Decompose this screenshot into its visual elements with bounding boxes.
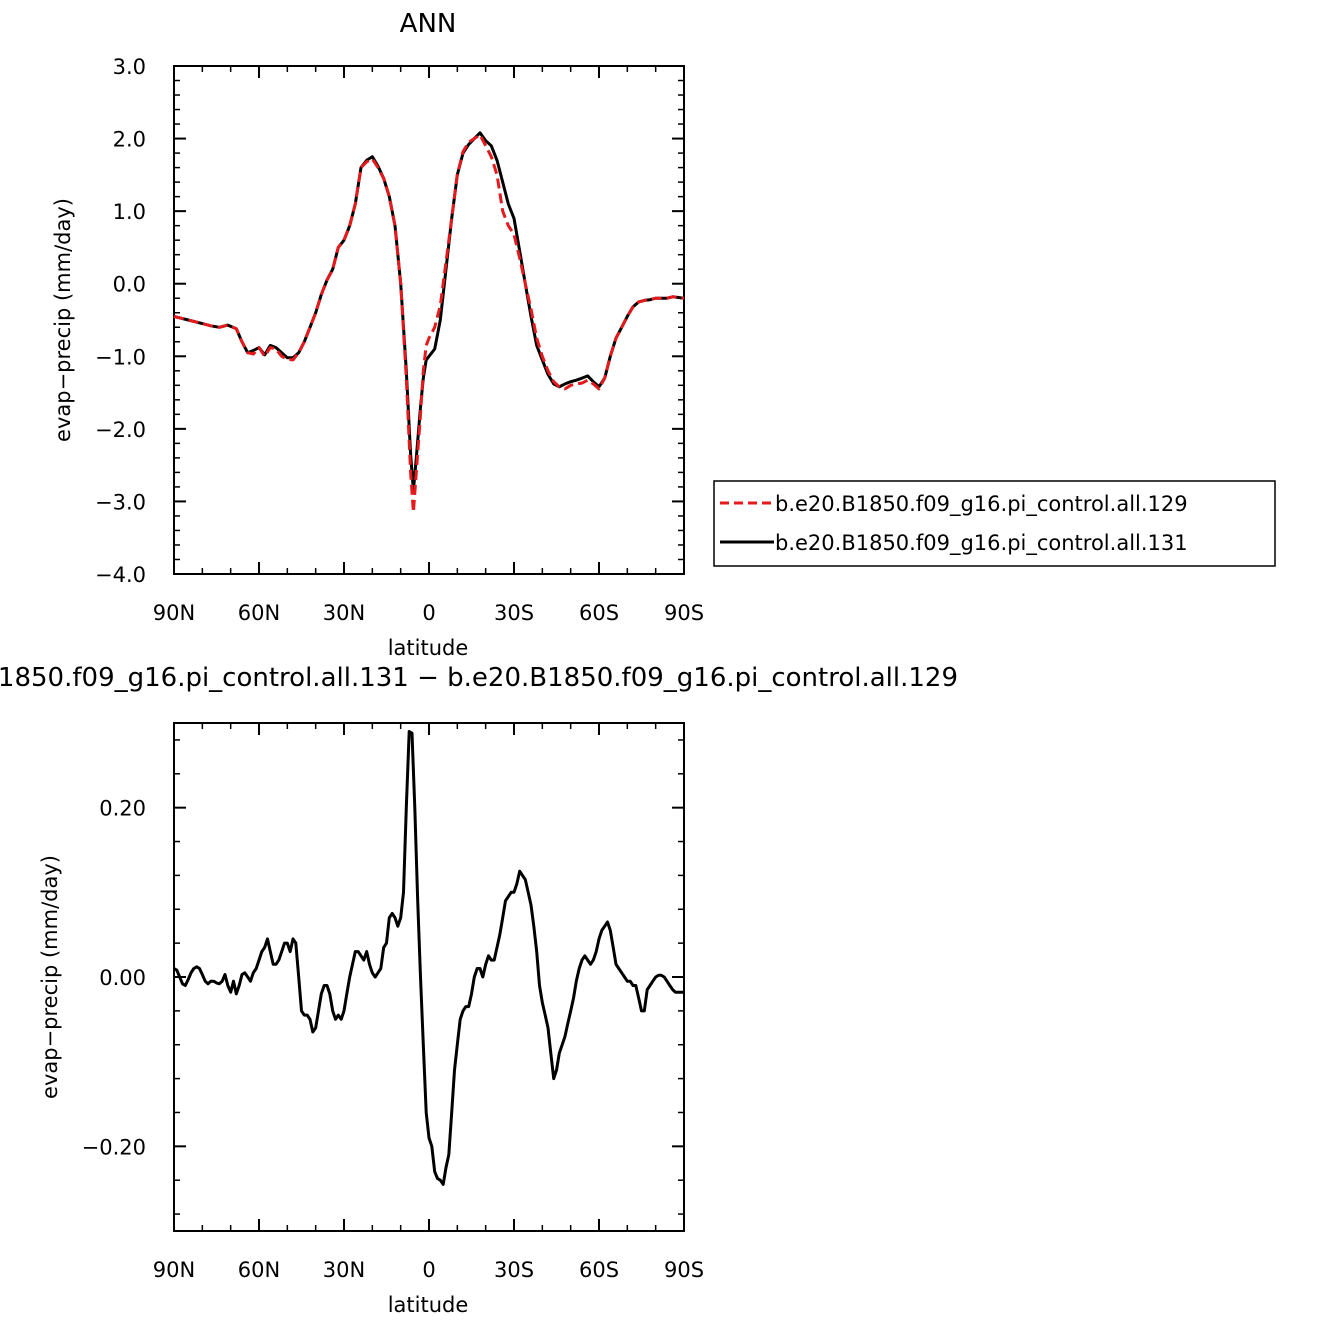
legend: b.e20.B1850.f09_g16.pi_control.all.129 b… [713, 480, 1276, 567]
bottom-x-tick-label: 30S [494, 1258, 534, 1282]
top-plot-frame [173, 65, 685, 575]
top-y-tick-label: 1.0 [113, 200, 146, 224]
top-x-tick-label: 30N [323, 601, 365, 625]
top-y-tick-label: 3.0 [113, 55, 146, 79]
top-y-tick-label: −2.0 [95, 418, 146, 442]
top-x-tick-label: 60S [579, 601, 619, 625]
bottom-x-tick-label: 0 [422, 1258, 435, 1282]
top-y-tick-label: −3.0 [95, 490, 146, 514]
bottom-y-tick-label: −0.20 [82, 1135, 146, 1159]
top-y-tick-label: −4.0 [95, 563, 146, 587]
bottom-x-tick-label: 30N [323, 1258, 365, 1282]
top-y-axis-label: evap−precip (mm/day) [51, 198, 75, 442]
top-y-tick-label: −1.0 [95, 345, 146, 369]
bottom-ticks [173, 723, 685, 1231]
bottom-panel: b.e20.B1850.f09_g16.pi_control.all.131 −… [0, 663, 958, 1317]
bottom-y-tick-label: 0.20 [99, 797, 146, 821]
top-series-line-1 [173, 131, 685, 492]
top-y-tick-label: 2.0 [113, 128, 146, 152]
bottom-chart-title: b.e20.B1850.f09_g16.pi_control.all.131 −… [0, 663, 958, 693]
top-x-tick-label: 90S [664, 601, 704, 625]
top-x-axis-label: latitude [388, 636, 469, 660]
bottom-x-tick-labels: 90N 60N 30N 0 30S 60S 90S [153, 1258, 704, 1282]
top-x-tick-labels: 90N 60N 30N 0 30S 60S 90S [153, 601, 704, 625]
bottom-y-tick-label: 0.00 [99, 966, 146, 990]
top-chart-title: ANN [400, 9, 457, 39]
top-panel: ANN 90N 60N 30N 0 30S 60S 90S −4.0 −3.0 −2.0 −1.0… [51, 9, 704, 660]
legend-label-131: b.e20.B1850.f09_g16.pi_control.all.131 [775, 531, 1188, 556]
bottom-series-line-0 [173, 730, 684, 1186]
top-series-line-0 [173, 133, 685, 514]
top-series-lines [173, 131, 685, 514]
legend-label-129: b.e20.B1850.f09_g16.pi_control.all.129 [775, 492, 1188, 517]
top-x-tick-label: 30S [494, 601, 534, 625]
top-y-tick-label: 0.0 [113, 273, 146, 297]
bottom-y-axis-label: evap−precip (mm/day) [38, 855, 62, 1099]
bottom-series-lines [173, 730, 684, 1186]
bottom-x-axis-label: latitude [388, 1293, 469, 1317]
bottom-y-tick-labels: −0.20 0.00 0.20 [82, 797, 146, 1160]
top-x-tick-label: 60N [238, 601, 280, 625]
legend-box [713, 480, 1276, 567]
bottom-x-tick-label: 90S [664, 1258, 704, 1282]
bottom-x-tick-label: 90N [153, 1258, 195, 1282]
bottom-x-tick-label: 60S [579, 1258, 619, 1282]
bottom-x-tick-label: 60N [238, 1258, 280, 1282]
top-x-tick-label: 90N [153, 601, 195, 625]
top-ticks [173, 65, 685, 575]
top-x-tick-label: 0 [422, 601, 435, 625]
top-y-tick-labels: −4.0 −3.0 −2.0 −1.0 0.0 1.0 2.0 3.0 [95, 55, 146, 587]
